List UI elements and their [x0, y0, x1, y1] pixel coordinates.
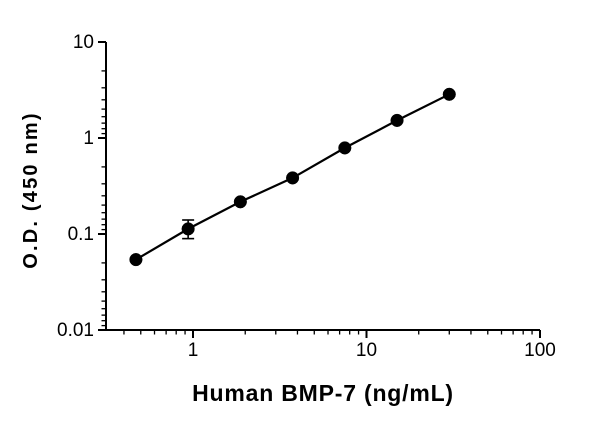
svg-text:10: 10 — [356, 340, 377, 361]
svg-text:0.01: 0.01 — [57, 320, 94, 341]
svg-text:100: 100 — [524, 340, 556, 361]
svg-text:1: 1 — [83, 128, 94, 149]
svg-text:1: 1 — [188, 340, 199, 361]
svg-text:10: 10 — [73, 32, 94, 53]
svg-text:0.1: 0.1 — [68, 224, 94, 245]
